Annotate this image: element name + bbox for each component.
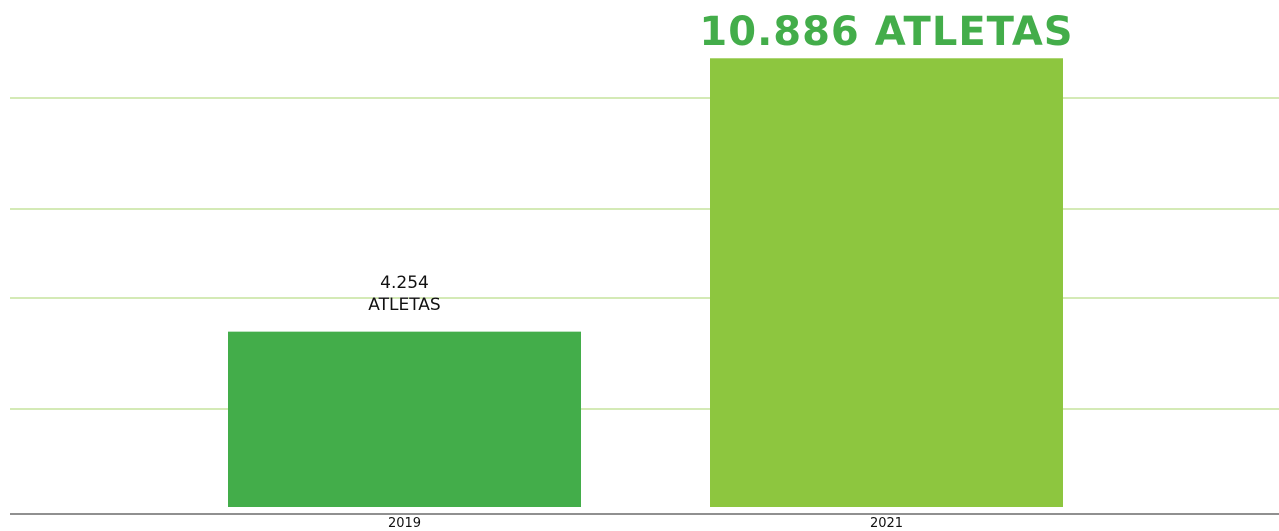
x-tick-label: 2021 <box>870 516 903 531</box>
value-label: 10.886 ATLETAS <box>699 9 1074 56</box>
bar <box>710 58 1063 507</box>
bar <box>228 331 581 507</box>
x-tick-label: 2019 <box>388 516 421 531</box>
value-label: 4.254 ATLETAS <box>368 272 441 315</box>
bars <box>228 58 1063 507</box>
